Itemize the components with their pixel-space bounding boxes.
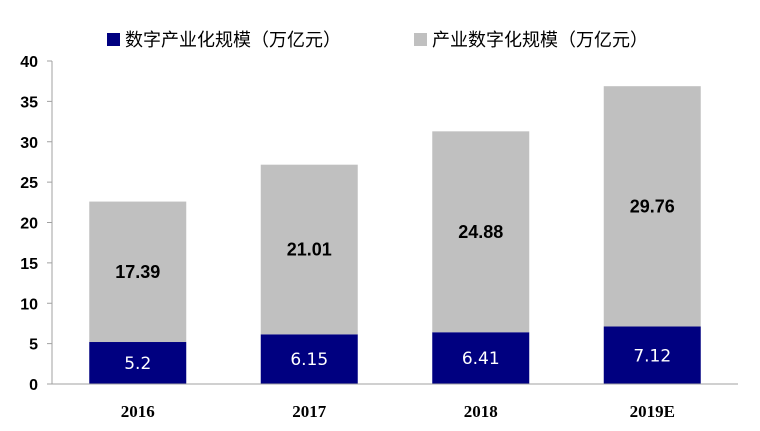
bar-industrial-digitalization xyxy=(89,201,187,343)
y-tick-label: 10 xyxy=(20,296,38,313)
bar-digital-industrialization xyxy=(89,342,187,384)
x-axis: 2016 2017 2018 2019E xyxy=(52,383,738,421)
data-label: 24.88 xyxy=(458,222,503,242)
y-axis: 0 5 10 15 20 25 30 35 40 xyxy=(20,54,53,394)
y-tick-label: 35 xyxy=(20,94,38,111)
bars: 5.2 17.39 6.15 21.01 6.41 24.88 7.12 29.76 xyxy=(89,86,701,384)
bar-industrial-digitalization xyxy=(260,164,358,335)
x-tick-label: 2016 xyxy=(121,402,155,421)
x-tick-label: 2017 xyxy=(292,402,327,421)
legend-label-digital-industrialization: 数字产业化规模（万亿元） xyxy=(125,30,341,51)
data-label: 29.76 xyxy=(630,196,675,216)
legend-swatch-digital-industrialization xyxy=(107,33,120,46)
data-label: 6.15 xyxy=(290,350,328,370)
y-tick-label: 40 xyxy=(20,54,38,71)
y-tick-label: 15 xyxy=(20,256,38,273)
legend-swatch-industrial-digitalization xyxy=(414,33,427,46)
data-label: 6.41 xyxy=(462,349,500,369)
data-label: 21.01 xyxy=(287,240,332,260)
bar-industrial-digitalization xyxy=(603,86,701,327)
bar-digital-industrialization xyxy=(260,334,358,384)
y-tick-label: 30 xyxy=(20,135,38,152)
data-label: 7.12 xyxy=(633,346,671,366)
data-label: 17.39 xyxy=(115,262,160,282)
y-tick-label: 25 xyxy=(20,175,38,192)
y-tick-label: 0 xyxy=(29,377,38,394)
legend-label-industrial-digitalization: 产业数字化规模（万亿元） xyxy=(432,30,648,51)
bar-digital-industrialization xyxy=(432,332,530,384)
data-label: 5.2 xyxy=(124,354,151,374)
y-tick-label: 5 xyxy=(29,337,38,354)
bar-digital-industrialization xyxy=(603,326,701,384)
y-tick-label: 20 xyxy=(20,216,38,233)
bar-industrial-digitalization xyxy=(432,131,530,333)
legend: 数字产业化规模（万亿元） 产业数字化规模（万亿元） xyxy=(107,30,648,51)
x-tick-label: 2019E xyxy=(630,402,675,421)
x-tick-label: 2018 xyxy=(464,402,498,421)
